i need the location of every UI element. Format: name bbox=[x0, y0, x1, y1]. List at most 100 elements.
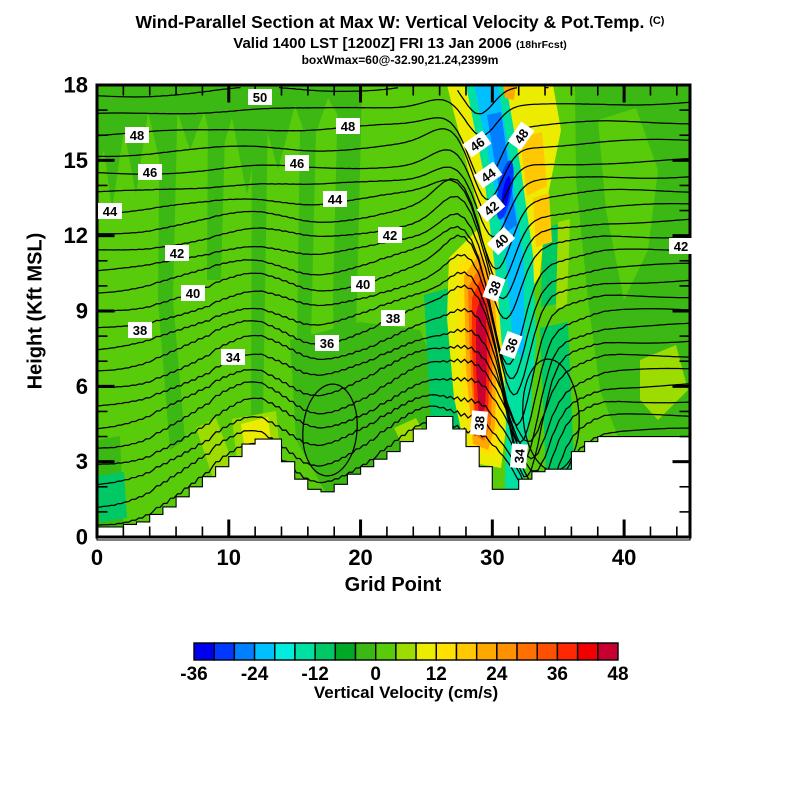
contour-label: 48 bbox=[507, 121, 535, 151]
colorbar-cell bbox=[395, 642, 417, 661]
contour-label-text: 48 bbox=[511, 126, 532, 146]
colorbar-cell bbox=[475, 642, 498, 661]
contour-label: 46 bbox=[285, 155, 309, 171]
isotherm-line bbox=[96, 394, 689, 489]
colorbar-cell bbox=[536, 642, 559, 661]
contour-label-layer: 50 48 48 48 46 46 46 44 44 44 42 42 42 42 40 40 40 38 38 38… bbox=[98, 89, 693, 469]
colorbar-cell bbox=[415, 642, 437, 661]
chart-header: Wind-Parallel Section at Max W: Vertical… bbox=[0, 0, 800, 67]
terrain-mask bbox=[96, 415, 691, 541]
contour-label: 40 bbox=[351, 276, 375, 292]
colorbar-tick-label: 12 bbox=[426, 664, 447, 685]
isotherm-line bbox=[96, 405, 689, 508]
colorbar-cell bbox=[435, 642, 458, 661]
isotherm-line bbox=[96, 358, 689, 460]
contour-label-text: 44 bbox=[103, 204, 118, 219]
contour-label-text: 44 bbox=[328, 192, 343, 207]
contour-label: 38 bbox=[469, 410, 489, 436]
colorbar-cell bbox=[556, 642, 579, 661]
contour-label-text: 50 bbox=[253, 90, 267, 105]
contour-label: 34 bbox=[221, 349, 245, 365]
x-tick-label: 30 bbox=[480, 545, 504, 570]
colorbar-cell bbox=[314, 642, 337, 661]
contour-label: 36 bbox=[499, 330, 523, 360]
chart-subtitle: Valid 1400 LST [1200Z] FRI 13 Jan 2006 (… bbox=[0, 35, 800, 52]
x-tick-label: 10 bbox=[217, 545, 241, 570]
x-tick-label: 0 bbox=[91, 545, 103, 570]
colorbar-tick-label: -24 bbox=[241, 664, 269, 685]
contour-label: 38 bbox=[381, 310, 405, 326]
contour-label-text: 42 bbox=[170, 246, 184, 261]
colorbar-cell bbox=[576, 642, 599, 661]
contour-label: 48 bbox=[125, 127, 149, 143]
colorbar-cell bbox=[294, 642, 316, 661]
contour-label: 50 bbox=[248, 89, 272, 105]
contour-label-text: 38 bbox=[485, 279, 504, 298]
contour-label-text: 40 bbox=[186, 286, 200, 301]
contour-label-text: 36 bbox=[502, 336, 521, 355]
y-tick-label: 3 bbox=[76, 449, 88, 474]
chart-title: Wind-Parallel Section at Max W: Vertical… bbox=[0, 12, 800, 33]
colorbar-tick-label: -36 bbox=[180, 664, 207, 685]
contour-label-text: 40 bbox=[356, 277, 370, 292]
contour-lines bbox=[97, 88, 689, 526]
colorbar-cell bbox=[455, 642, 478, 661]
forecast-hour-text: (18hrFcst) bbox=[515, 39, 567, 51]
contour-label-text: 46 bbox=[143, 165, 157, 180]
y-tick-label: 6 bbox=[76, 374, 88, 399]
plot-frame bbox=[95, 83, 692, 539]
contour-label-text: 38 bbox=[471, 415, 487, 431]
contour-label: 42 bbox=[476, 194, 506, 222]
isotherm-loop bbox=[302, 383, 358, 477]
chart-title-units: (C) bbox=[649, 15, 665, 27]
contour-label-text: 34 bbox=[226, 350, 241, 365]
isotherm-line bbox=[96, 149, 689, 218]
isotherm-line bbox=[96, 344, 689, 442]
isotherm-line bbox=[96, 225, 689, 365]
y-tick-label: 0 bbox=[76, 525, 88, 550]
colorbar-cell bbox=[334, 642, 357, 661]
contour-label: 44 bbox=[473, 161, 503, 189]
colorbar-cell bbox=[233, 642, 256, 661]
colorbar-cell bbox=[253, 642, 276, 661]
contour-label-text: 34 bbox=[511, 447, 527, 463]
colorbar-title: Vertical Velocity (cm/s) bbox=[313, 683, 499, 702]
contour-label-text: 38 bbox=[133, 323, 147, 338]
isotherm-line bbox=[96, 166, 689, 238]
contour-label-text: 42 bbox=[383, 228, 397, 243]
isotherm-line bbox=[96, 117, 689, 184]
colorbar: -36 -24 -12 0 12 24 36 48 bbox=[180, 642, 629, 685]
isotherm-line bbox=[97, 128, 689, 201]
contour-label: 40 bbox=[486, 226, 516, 256]
colorbar-cell bbox=[274, 642, 296, 661]
contour-label-text: 42 bbox=[674, 239, 688, 254]
contour-label: 42 bbox=[165, 245, 189, 261]
colorbar-cell bbox=[597, 642, 619, 661]
contour-label: 48 bbox=[336, 118, 360, 134]
colorbar-cell bbox=[213, 642, 236, 661]
y-tick-label: 15 bbox=[64, 148, 88, 173]
y-axis-title: Height (Kft MSL) bbox=[24, 232, 47, 390]
contour-label: 38 bbox=[128, 322, 152, 338]
contour-label: 44 bbox=[323, 191, 347, 207]
isotherm-line bbox=[96, 253, 689, 396]
contour-label-text: 36 bbox=[320, 336, 334, 351]
contour-label-text: 38 bbox=[386, 311, 400, 326]
contour-label-text: 48 bbox=[341, 119, 355, 134]
contour-label: 42 bbox=[669, 238, 693, 254]
chart-info-line: boxWmax=60@-32.90,21.24,2399m bbox=[301, 53, 499, 67]
contour-label: 44 bbox=[98, 203, 122, 219]
colorbar-cell bbox=[193, 642, 215, 661]
contour-label-text: 48 bbox=[130, 128, 144, 143]
colorbar-tick-label: 36 bbox=[547, 664, 568, 685]
isotherm-line bbox=[96, 98, 689, 137]
contour-label-text: 46 bbox=[290, 156, 304, 171]
colorbar-cell bbox=[516, 642, 538, 661]
isotherm-line bbox=[96, 179, 689, 270]
colorbar-cell bbox=[496, 642, 518, 661]
colorbar-cell bbox=[375, 642, 397, 661]
contour-label: 46 bbox=[138, 164, 162, 180]
x-tick-label: 40 bbox=[612, 545, 636, 570]
